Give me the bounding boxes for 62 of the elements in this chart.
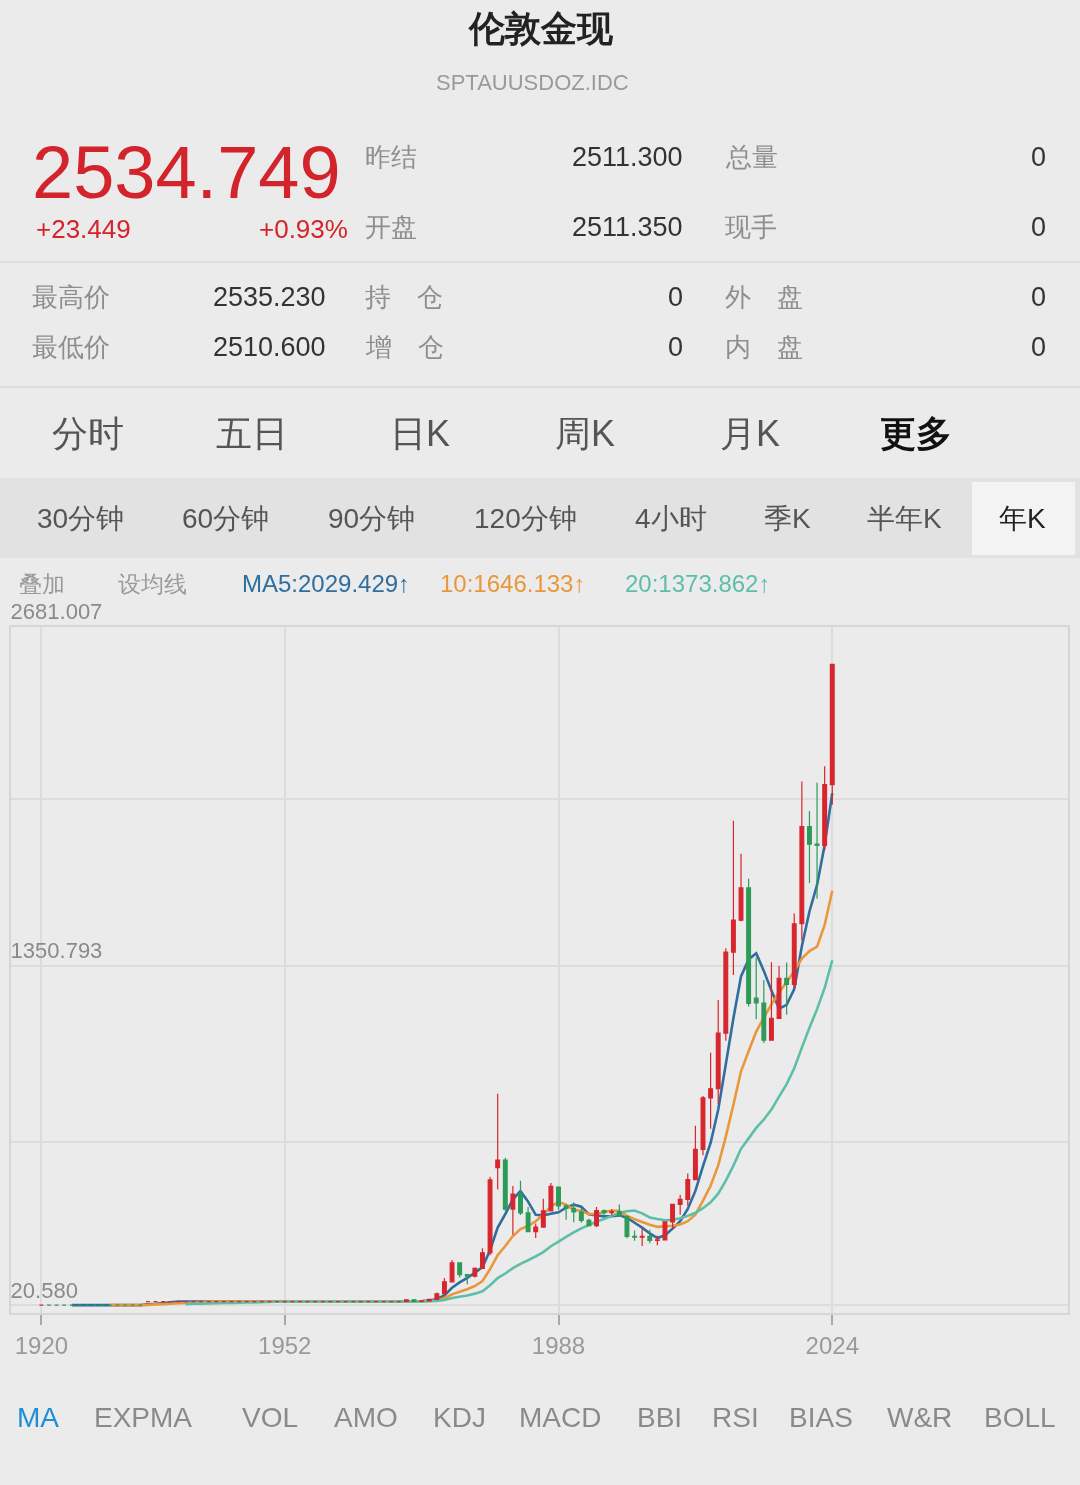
text: 2510.600 bbox=[213, 332, 326, 362]
text: 0 bbox=[668, 282, 684, 312]
text: MACD bbox=[519, 1402, 602, 1433]
y-tick-label: 20.580 bbox=[10, 1277, 78, 1303]
text: 90分钟 bbox=[328, 503, 416, 534]
text: 0 bbox=[668, 332, 684, 362]
text: 最高价 bbox=[32, 282, 110, 312]
text: MA bbox=[17, 1402, 60, 1433]
text: 叠加 bbox=[19, 571, 65, 597]
text: MA5:2029.429↑ bbox=[242, 570, 411, 597]
text: BIAS bbox=[789, 1402, 853, 1433]
text: VOL bbox=[242, 1402, 299, 1433]
text: BBI bbox=[637, 1402, 683, 1433]
text: 0 bbox=[1031, 212, 1047, 242]
text: 60分钟 bbox=[182, 503, 270, 534]
text: 30分钟 bbox=[37, 503, 125, 534]
text: 更多 bbox=[880, 413, 952, 454]
text: 设均线 bbox=[118, 571, 187, 597]
text: 2534.749 bbox=[32, 131, 341, 214]
text: W&R bbox=[887, 1402, 953, 1433]
text: +0.93% bbox=[259, 214, 348, 244]
text: 持 仓 bbox=[365, 282, 443, 312]
x-tick-label: 2024 bbox=[805, 1331, 859, 1359]
text: 五日 bbox=[216, 413, 288, 454]
text: EXPMA bbox=[94, 1402, 193, 1433]
x-tick-label: 1988 bbox=[531, 1331, 586, 1359]
text: 增 仓 bbox=[365, 332, 444, 362]
text: 4小时 bbox=[635, 503, 707, 534]
text: 季K bbox=[764, 503, 811, 534]
text: 昨结 bbox=[365, 142, 417, 172]
text: 2511.350 bbox=[572, 212, 683, 242]
x-tick-label: 1952 bbox=[258, 1331, 312, 1359]
text: 日K bbox=[390, 413, 451, 454]
text: 周K bbox=[555, 413, 616, 454]
text: AMO bbox=[334, 1402, 398, 1433]
text: 开盘 bbox=[365, 212, 417, 242]
text: 现手 bbox=[725, 212, 777, 242]
text: KDJ bbox=[433, 1402, 486, 1433]
text: 20:1373.862↑ bbox=[625, 570, 771, 597]
text: RSI bbox=[712, 1402, 759, 1433]
y-tick-label: 2681.007 bbox=[10, 599, 103, 625]
chart-title: 伦敦金现 bbox=[467, 8, 614, 49]
text: 0 bbox=[1031, 332, 1047, 362]
text: 外 盘 bbox=[725, 282, 803, 312]
text: 2535.230 bbox=[213, 282, 326, 312]
y-tick-label: 1350.793 bbox=[10, 938, 103, 964]
text: 总量 bbox=[725, 142, 778, 172]
text: 0 bbox=[1031, 142, 1047, 172]
text: BOLL bbox=[984, 1402, 1056, 1433]
text: 120分钟 bbox=[474, 503, 577, 534]
text: 最低价 bbox=[32, 332, 110, 362]
text: 0 bbox=[1031, 282, 1047, 312]
text: 内 盘 bbox=[725, 332, 803, 362]
text: 年K bbox=[999, 503, 1046, 534]
text: 分时 bbox=[52, 413, 124, 454]
text: 10:1646.133↑ bbox=[440, 570, 586, 597]
text: 半年K bbox=[867, 503, 942, 534]
text: 2511.300 bbox=[572, 142, 683, 172]
text: +23.449 bbox=[36, 214, 131, 244]
text: 月K bbox=[720, 413, 781, 454]
x-tick-label: 1920 bbox=[14, 1331, 69, 1359]
chart-subtitle: SPTAUUSDOZ.IDC bbox=[436, 70, 629, 95]
